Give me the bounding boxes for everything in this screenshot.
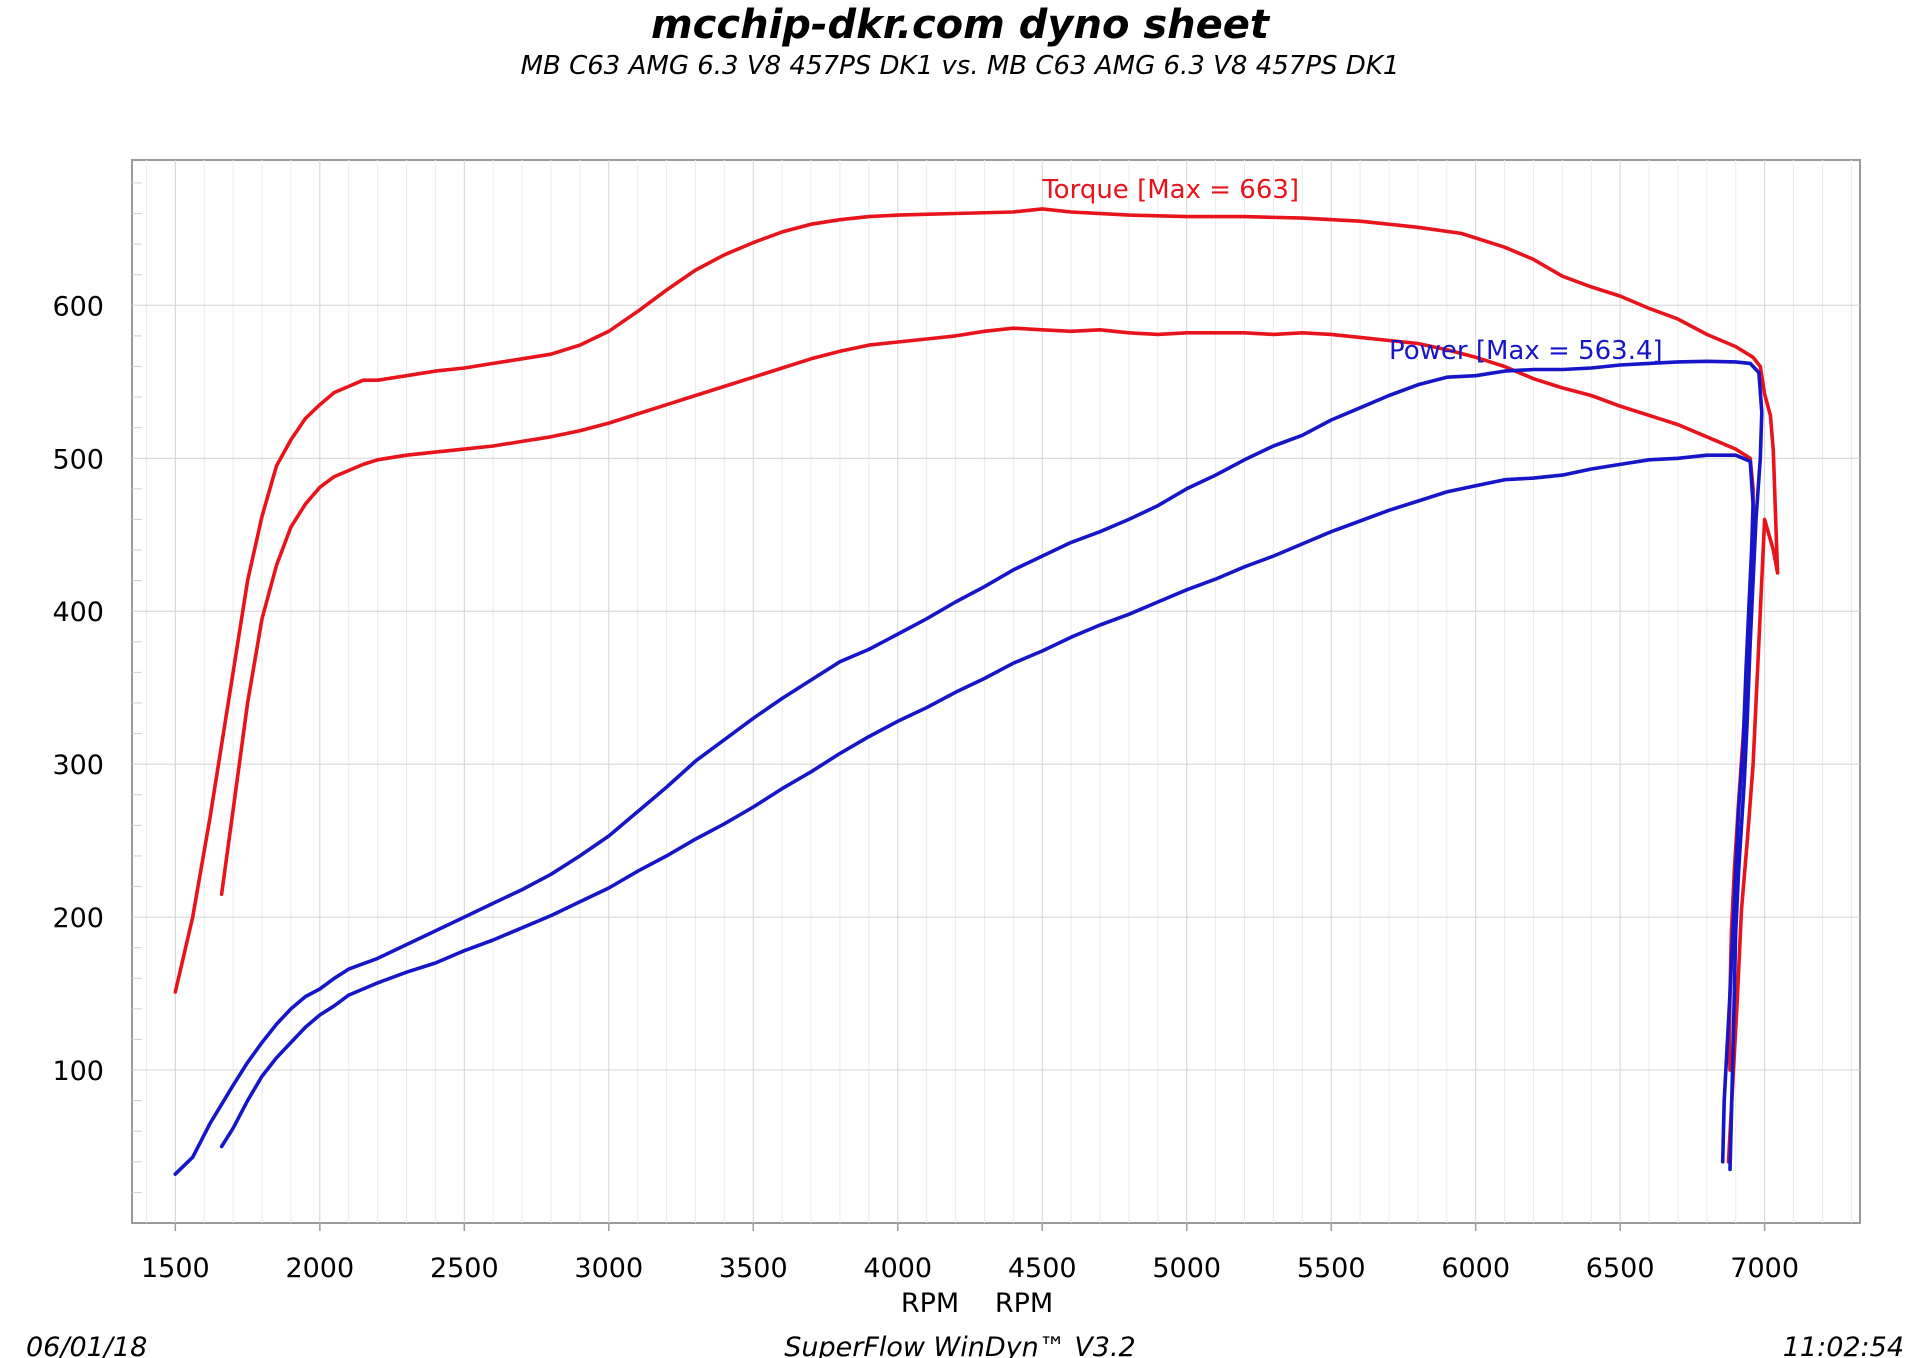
- y-tick-label: 200: [52, 903, 104, 934]
- y-axis: 100 200 300 400 500 600: [52, 291, 104, 1087]
- x-tick-label: 4500: [1008, 1253, 1077, 1284]
- y-tick-label: 100: [52, 1056, 104, 1087]
- footer-date: 06/01/18: [26, 1332, 147, 1358]
- x-axis: 1500 2000 2500 3000 3500 4000 4500 5000 5500 6000…: [141, 1223, 1799, 1284]
- x-tick-label: 6000: [1441, 1253, 1510, 1284]
- x-tick-label: 7000: [1730, 1253, 1799, 1284]
- series-line-torque-stock: [219, 326, 1755, 1072]
- series-layer: [173, 207, 1780, 1176]
- annotations: Torque [Max = 663] Power [Max = 563.4]: [1041, 175, 1662, 366]
- chart-title: mcchip-dkr.com dyno sheet: [651, 2, 1271, 48]
- x-axis-label: RPM: [901, 1288, 959, 1319]
- y-tick-label: 400: [52, 597, 104, 628]
- x-tick-label: 4000: [863, 1253, 932, 1284]
- x-tick-label: 5000: [1152, 1253, 1221, 1284]
- chart-subtitle: MB C63 AMG 6.3 V8 457PS DK1 vs. MB C63 A…: [521, 51, 1400, 81]
- y-tick-label: 500: [52, 444, 104, 475]
- torque-max-annotation: Torque [Max = 663]: [1041, 175, 1299, 205]
- y-tick-label: 600: [52, 291, 104, 322]
- series-line-power-stock: [219, 453, 1755, 1164]
- grid: [132, 160, 1860, 1223]
- plot-area: [131, 159, 1861, 1224]
- x-tick-label: 3500: [719, 1253, 788, 1284]
- x-tick-label: 1500: [141, 1253, 210, 1284]
- footer-software: SuperFlow WinDyn™ V3.2: [784, 1332, 1136, 1358]
- x-axis-label: RPM: [995, 1288, 1053, 1319]
- series-line-power-tuned: [173, 359, 1764, 1176]
- x-tick-label: 5500: [1297, 1253, 1366, 1284]
- power-max-annotation: Power [Max = 563.4]: [1389, 336, 1663, 366]
- footer-time: 11:02:54: [1783, 1332, 1904, 1358]
- x-tick-label: 2500: [430, 1253, 499, 1284]
- x-tick-label: 3000: [574, 1253, 643, 1284]
- y-tick-label: 300: [52, 750, 104, 781]
- series-line-torque-tuned: [173, 207, 1780, 1164]
- x-tick-label: 2000: [285, 1253, 354, 1284]
- x-tick-label: 6500: [1586, 1253, 1655, 1284]
